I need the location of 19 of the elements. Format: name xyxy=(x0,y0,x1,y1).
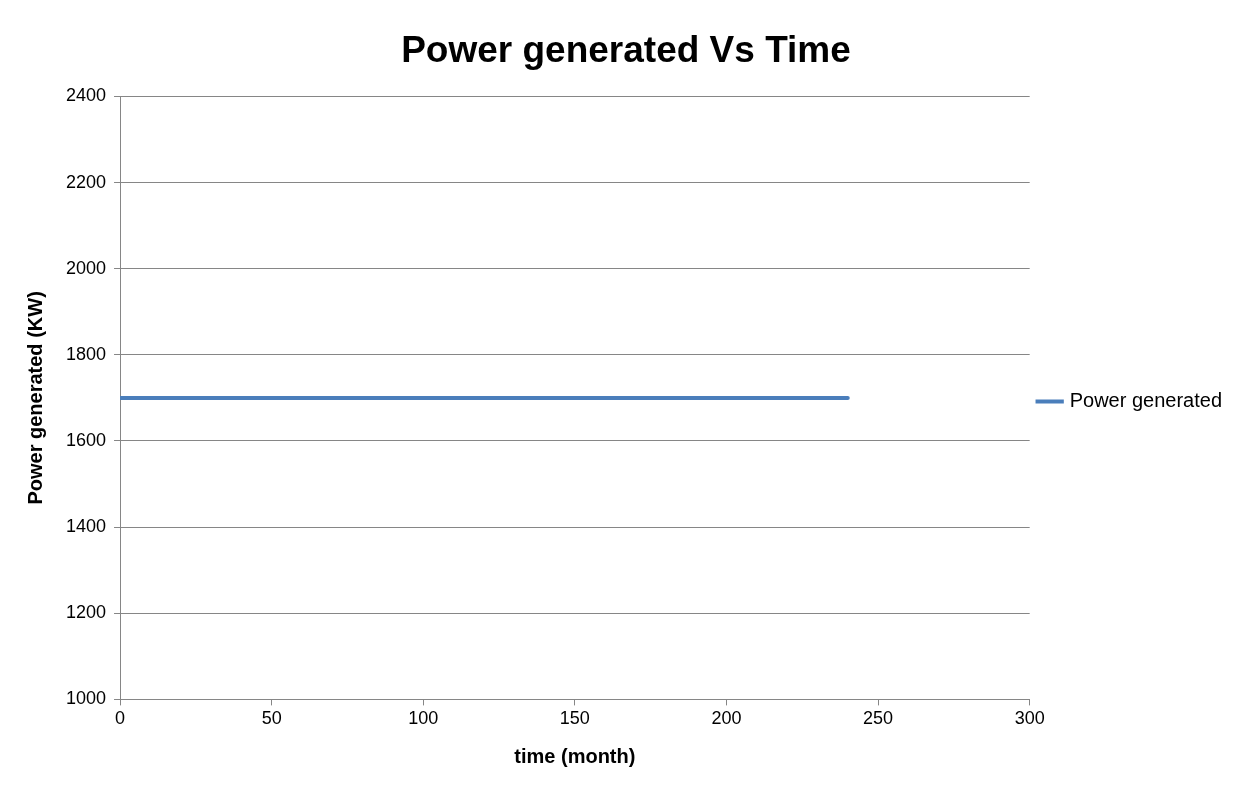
y-tick-label: 1000 xyxy=(66,688,107,709)
y-tick-label: 2400 xyxy=(66,85,107,106)
y-tick-label: 1800 xyxy=(66,343,107,364)
y-tick-label: 1400 xyxy=(66,516,107,537)
y-tick-label: 1200 xyxy=(66,602,107,623)
x-tick-label: 300 xyxy=(1014,708,1045,729)
y-tick-label: 1600 xyxy=(66,429,107,450)
legend-label: Power generated xyxy=(1069,389,1222,412)
x-tick-label: 250 xyxy=(863,708,894,729)
x-tick-label: 100 xyxy=(408,708,439,729)
y-axis-title: Power generated (KW) xyxy=(23,291,46,505)
x-tick-label: 200 xyxy=(711,708,742,729)
x-tick-label: 50 xyxy=(261,708,282,729)
x-axis-title: time (month) xyxy=(514,744,636,767)
y-tick-label: 2200 xyxy=(66,171,107,192)
x-tick-label: 150 xyxy=(559,708,590,729)
x-tick-label: 0 xyxy=(115,708,126,729)
y-tick-label: 2000 xyxy=(66,257,107,278)
chart-title: Power generated Vs Time xyxy=(401,29,851,71)
